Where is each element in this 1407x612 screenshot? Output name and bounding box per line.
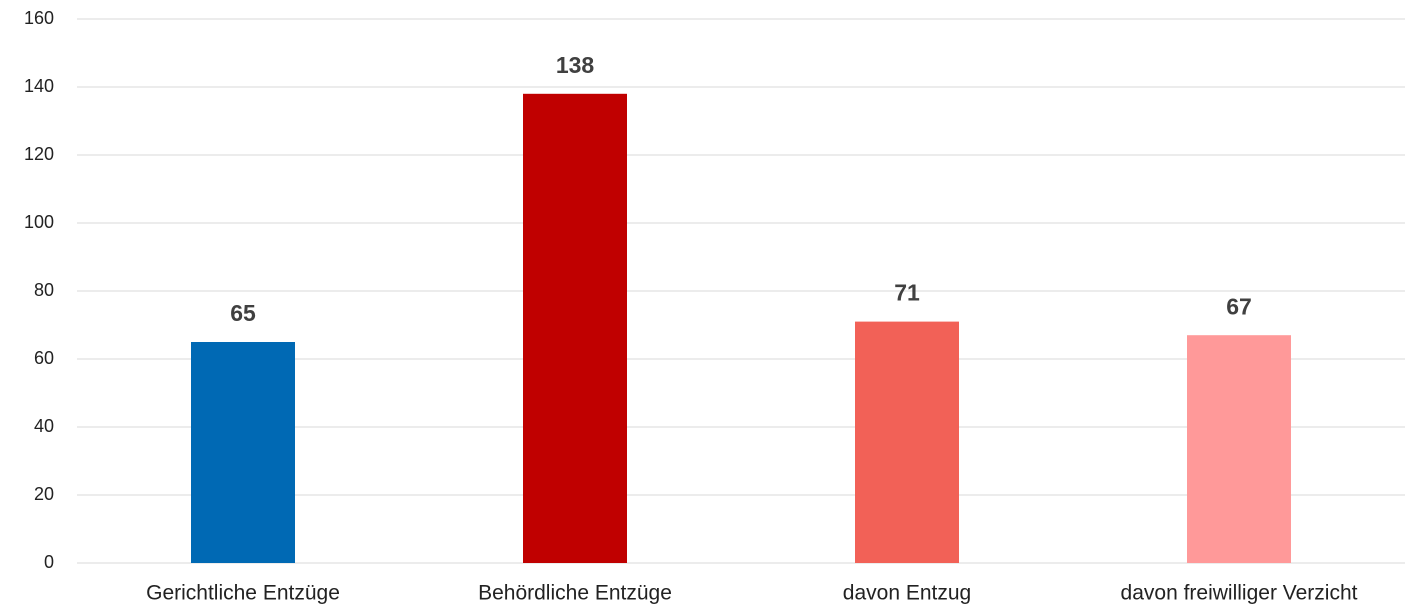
bar <box>191 342 295 563</box>
x-tick-label: Gerichtliche Entzüge <box>146 582 340 605</box>
y-tick-label: 160 <box>24 8 54 28</box>
bar <box>523 93 627 564</box>
bar <box>855 321 959 563</box>
y-tick-label: 120 <box>24 144 54 164</box>
data-label: 138 <box>556 52 595 78</box>
y-tick-label: 40 <box>34 416 54 436</box>
y-tick-label: 20 <box>34 484 54 504</box>
x-tick-label: davon Entzug <box>843 582 971 605</box>
x-tick-label: davon freiwilliger Verzicht <box>1121 582 1358 605</box>
data-label: 67 <box>1226 293 1252 319</box>
x-tick-label: Behördliche Entzüge <box>478 582 672 605</box>
bar <box>1187 335 1291 563</box>
y-tick-label: 80 <box>34 280 54 300</box>
y-tick-label: 60 <box>34 348 54 368</box>
y-tick-label: 140 <box>24 76 54 96</box>
data-label: 71 <box>894 280 920 306</box>
data-label: 65 <box>230 300 256 326</box>
y-tick-label: 0 <box>44 552 54 572</box>
y-tick-label: 100 <box>24 212 54 232</box>
